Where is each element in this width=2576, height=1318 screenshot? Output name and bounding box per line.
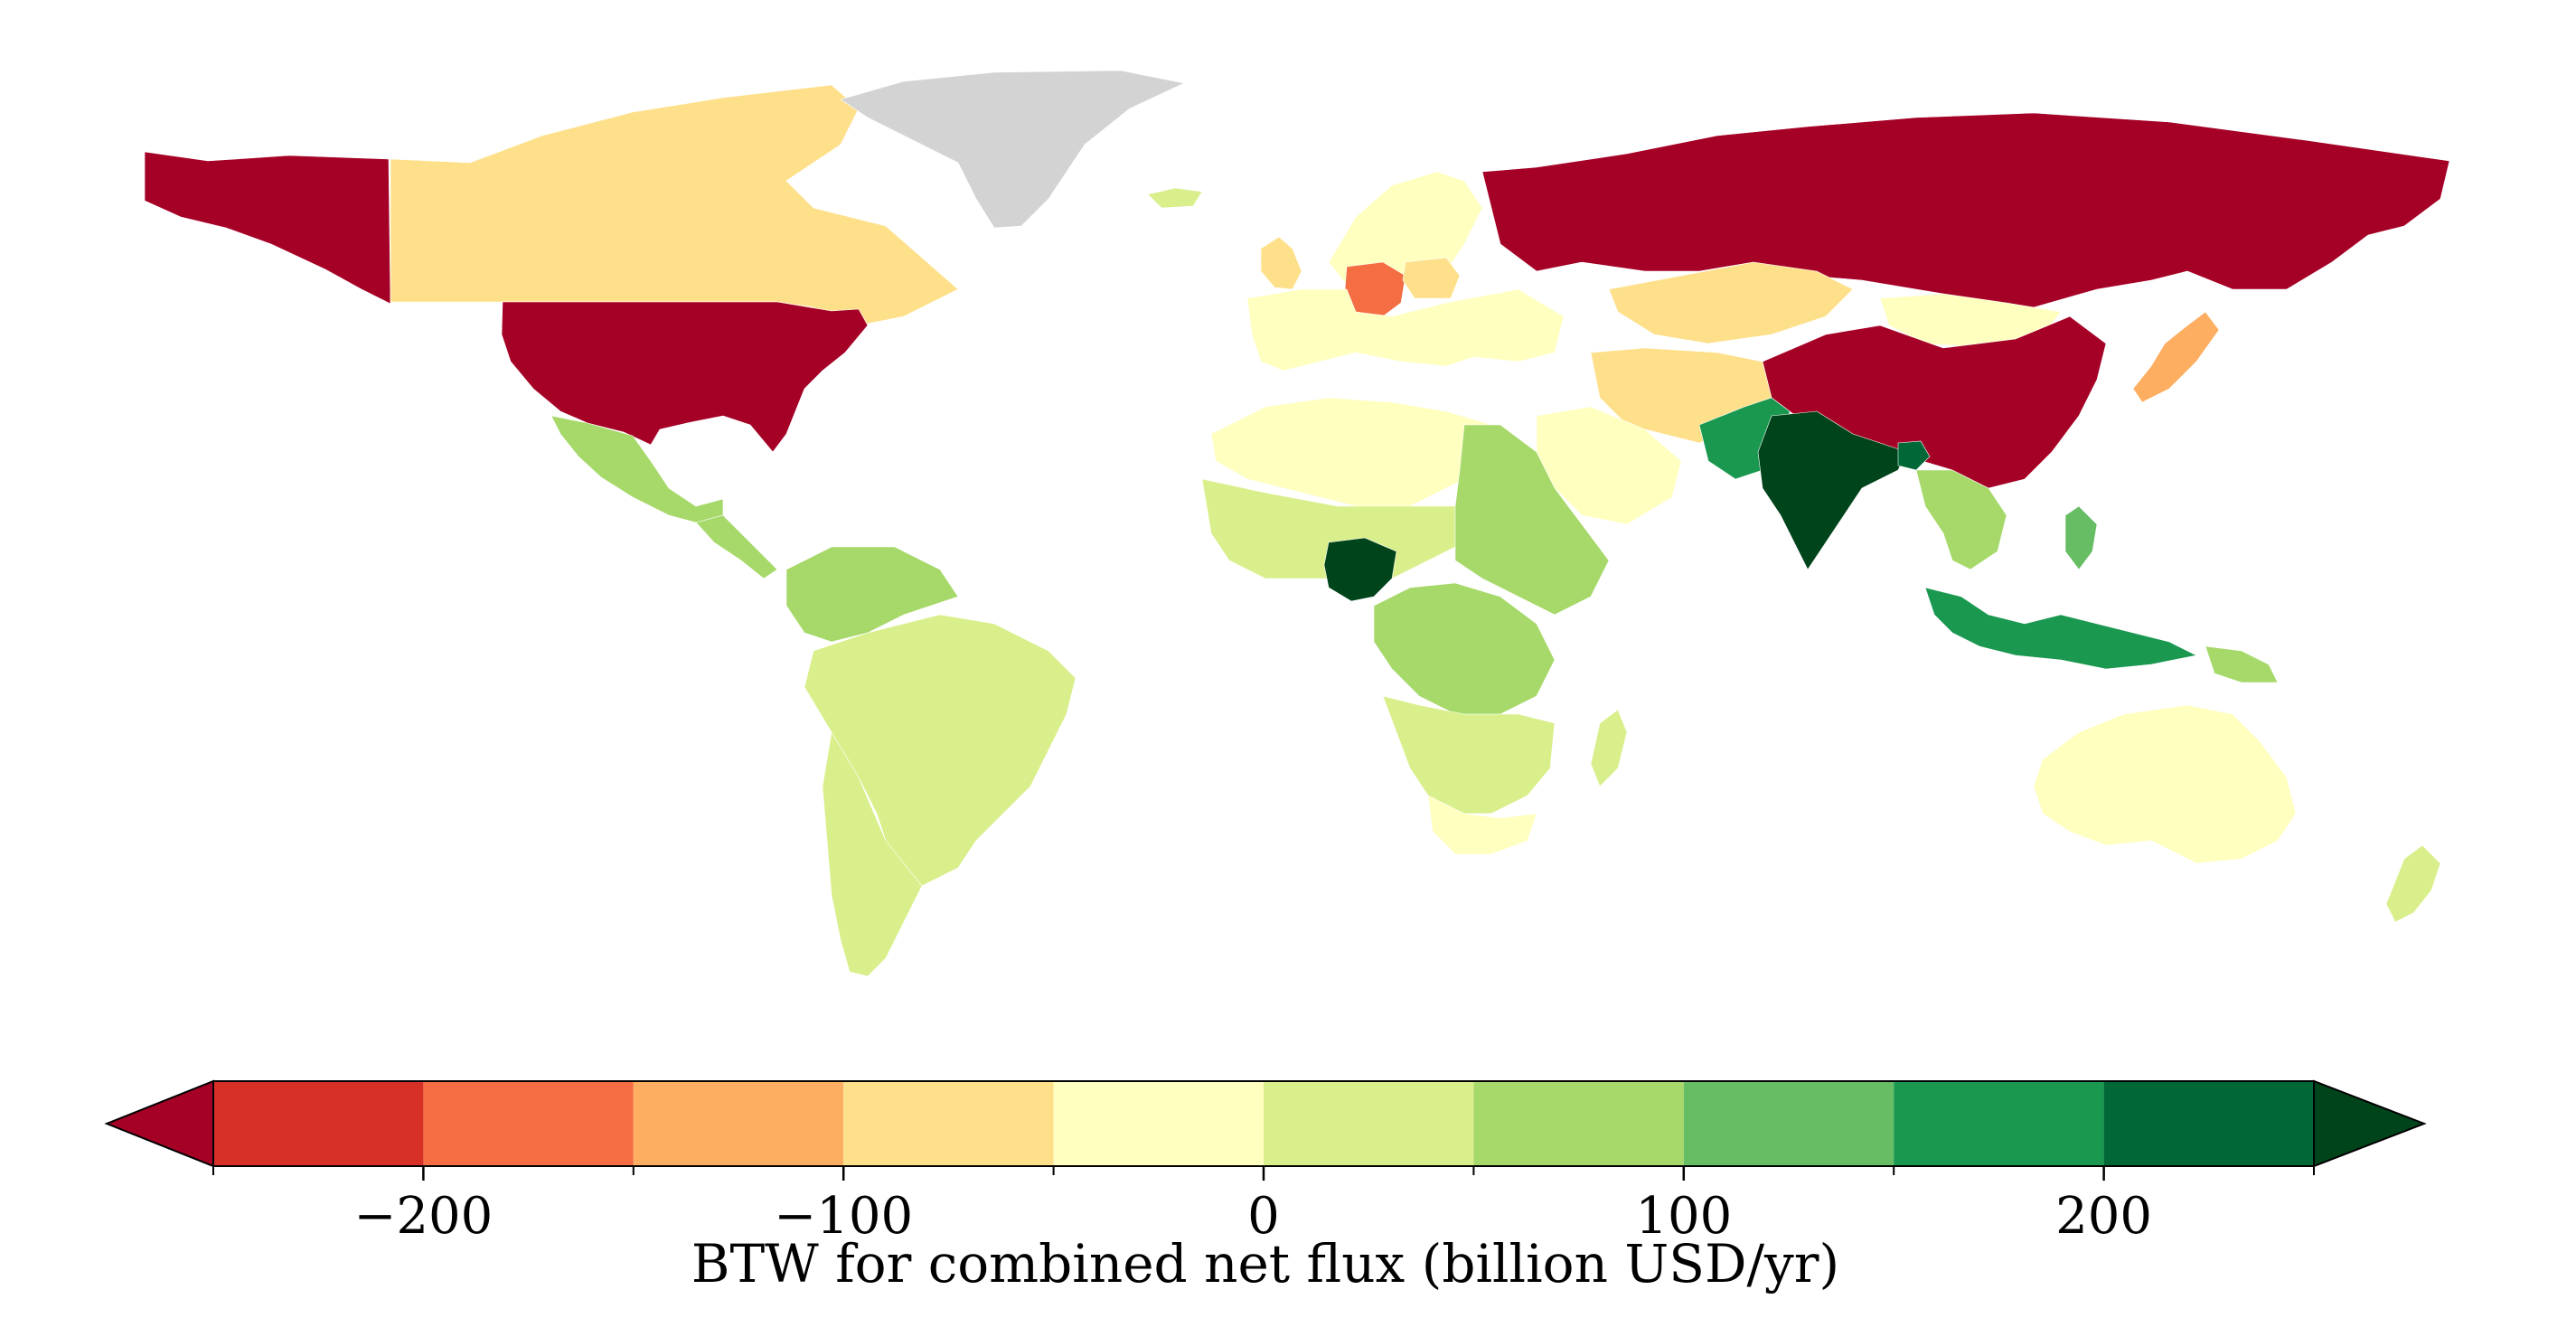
region-india: [1757, 410, 1908, 570]
region-argentina-chile: [822, 731, 923, 977]
region-central-america: [695, 514, 778, 579]
colorbar-bin: [1683, 1081, 1894, 1166]
region-iceland: [1147, 187, 1203, 209]
region-europe: [1246, 288, 1565, 372]
colorbar-bin: [1053, 1081, 1264, 1166]
colorbar-tick-label: −200: [353, 1187, 493, 1246]
region-russia: [1481, 112, 2450, 308]
region-central-africa: [1373, 582, 1556, 715]
colorbar-bin: [213, 1081, 424, 1166]
colorbar-tick-label: −100: [774, 1187, 913, 1246]
region-poland: [1402, 257, 1461, 299]
region-australia: [2033, 704, 2297, 864]
colorbar-ticks: −200 −100 0 100 200: [212, 1166, 2315, 1246]
region-kazakhstan: [1608, 261, 1854, 344]
region-new-zealand: [2385, 844, 2441, 923]
region-greenland: [840, 70, 1185, 229]
colorbar-label: BTW for combined net flux (billion USD/y…: [691, 1233, 1839, 1294]
colorbar-bin: [1264, 1081, 1474, 1166]
world-map: [144, 70, 2450, 977]
region-alaska: [144, 151, 391, 305]
region-united-states: [501, 301, 869, 453]
region-south-africa: [1427, 795, 1537, 855]
region-colombia-venezuela: [785, 546, 959, 643]
region-papua-new-guinea: [2205, 645, 2279, 683]
colorbar-bin: [423, 1081, 634, 1166]
colorbar-tick-label: 200: [2055, 1187, 2152, 1246]
colorbar-bin: [2103, 1081, 2314, 1166]
region-japan: [2132, 311, 2220, 403]
colorbar-tick-label: 100: [1635, 1187, 1732, 1246]
region-madagascar: [1590, 709, 1628, 787]
colorbar-tick-label: 0: [1247, 1187, 1280, 1246]
colorbar-bin: [633, 1081, 844, 1166]
region-southeast-asia: [1915, 469, 2007, 570]
colorbar-bin: [1894, 1081, 2104, 1166]
colorbar-extend-min: [104, 1079, 214, 1168]
region-indonesia: [1924, 587, 2197, 670]
region-united-kingdom: [1260, 236, 1302, 290]
region-bangladesh: [1897, 440, 1931, 471]
colorbar-bin: [1473, 1081, 1684, 1166]
region-philippines: [2064, 505, 2098, 570]
region-sudan-ethiopia: [1454, 424, 1610, 616]
colorbar-bin: [843, 1081, 1054, 1166]
region-southern-africa: [1382, 695, 1556, 814]
colorbar-bins: [104, 1079, 2427, 1168]
colorbar-extend-max: [2313, 1079, 2427, 1168]
region-nigeria: [1323, 537, 1397, 602]
region-canada: [390, 84, 959, 326]
